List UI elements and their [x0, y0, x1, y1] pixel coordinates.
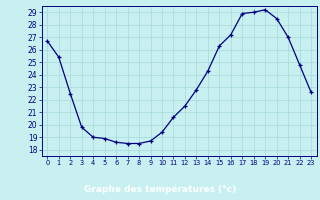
- Text: Graphe des températures (°c): Graphe des températures (°c): [84, 185, 236, 194]
